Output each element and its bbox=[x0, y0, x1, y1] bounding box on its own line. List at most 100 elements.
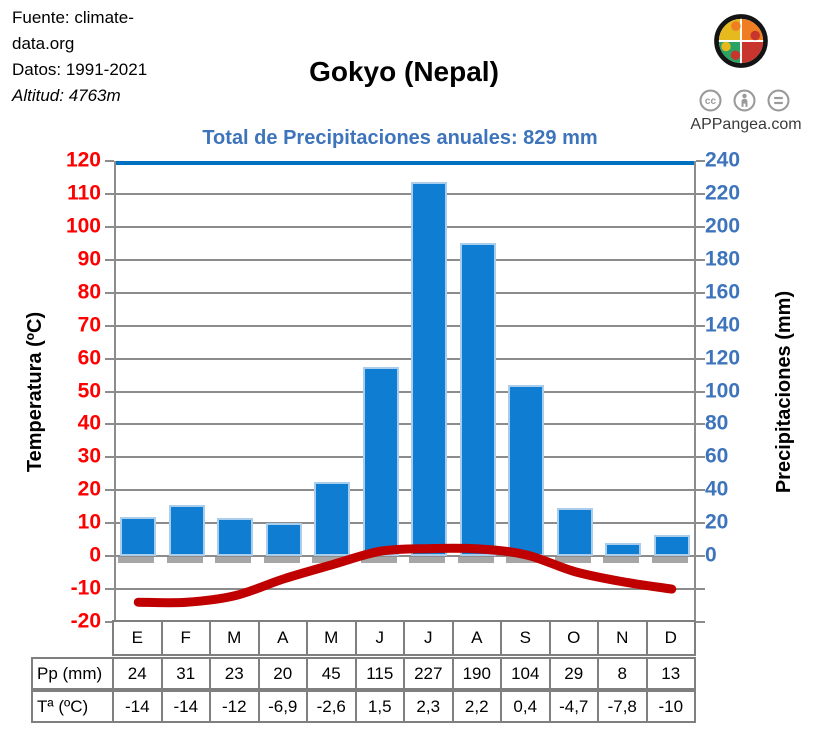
right-tick bbox=[696, 588, 705, 590]
bar-shadow bbox=[506, 557, 543, 564]
gridline bbox=[114, 358, 696, 360]
bar-shadow bbox=[651, 557, 688, 564]
right-tick bbox=[696, 456, 705, 458]
left-axis-tick-label: 20 bbox=[77, 477, 101, 501]
month-header-row-cell: J bbox=[356, 622, 403, 654]
precipitation-row-cell: 31 bbox=[162, 659, 209, 688]
table-row-label: Tª (ºC) bbox=[33, 692, 112, 721]
temperature-row-cell: 1,5 bbox=[356, 692, 403, 721]
left-axis-tick-label: 40 bbox=[77, 411, 101, 435]
right-tick bbox=[696, 292, 705, 294]
precipitation-row-cell: 227 bbox=[405, 659, 452, 688]
bar-shadow bbox=[312, 557, 349, 564]
left-tick bbox=[105, 358, 114, 360]
cc-icon: cc bbox=[699, 89, 722, 112]
precipitation-bar bbox=[168, 505, 205, 557]
temperature-line bbox=[133, 543, 677, 608]
month-header-row-cell: D bbox=[647, 622, 694, 654]
precipitation-bar bbox=[265, 523, 302, 557]
right-axis-title: Precipitaciones (mm) bbox=[773, 290, 795, 494]
right-tick bbox=[696, 621, 705, 623]
temperature-row-cell: -6,9 bbox=[259, 692, 306, 721]
temperature-row-cell: -12 bbox=[211, 692, 258, 721]
plot-area bbox=[114, 161, 696, 622]
left-tick bbox=[105, 489, 114, 491]
precipitation-bar bbox=[314, 482, 351, 557]
month-header-row-cell: F bbox=[162, 622, 209, 654]
temperature-row: Tª (ºC) -14 -14 -12 -6,9 -2,6 1,5 2,3 2,2 0,4 -4,7… bbox=[31, 690, 696, 723]
bar-shadow bbox=[263, 557, 300, 564]
temperature-row-cell: -4,7 bbox=[550, 692, 597, 721]
temperature-row-cell: -7,8 bbox=[599, 692, 646, 721]
month-header-row-cell: M bbox=[211, 622, 258, 654]
bar-shadow bbox=[554, 557, 591, 564]
precipitation-bar bbox=[556, 508, 593, 557]
left-tick bbox=[105, 259, 114, 261]
source-line-1: Fuente: climate- bbox=[12, 8, 134, 27]
right-axis-tick-label: 20 bbox=[705, 510, 729, 534]
left-axis-tick-label: -10 bbox=[70, 576, 101, 600]
right-axis-tick-label: 80 bbox=[705, 411, 729, 435]
precipitation-row-cell: 29 bbox=[550, 659, 597, 688]
precipitation-bar bbox=[362, 366, 399, 557]
precipitation-bar bbox=[459, 243, 496, 557]
gridline bbox=[114, 193, 696, 195]
attribution-icon bbox=[733, 89, 756, 112]
precipitation-bar bbox=[653, 534, 690, 557]
precipitation-row-cell: 13 bbox=[647, 659, 694, 688]
license-icons: cc bbox=[699, 89, 790, 112]
gridline bbox=[114, 423, 696, 425]
right-tick bbox=[696, 259, 705, 261]
gridline bbox=[114, 456, 696, 458]
right-axis-tick-label: 100 bbox=[705, 379, 741, 403]
plot-top-border bbox=[114, 161, 696, 165]
gridline bbox=[114, 555, 696, 557]
right-axis-tick-label: 0 bbox=[705, 543, 717, 567]
left-axis-tick-label: 100 bbox=[65, 214, 101, 238]
precipitation-row-cell: 190 bbox=[453, 659, 500, 688]
temperature-row-cell: 2,3 bbox=[405, 692, 452, 721]
right-axis-tick-label: 200 bbox=[705, 214, 741, 238]
month-header-row-cell: J bbox=[405, 622, 452, 654]
precipitation-bar bbox=[605, 542, 642, 557]
month-header-row-cell: A bbox=[259, 622, 306, 654]
chart-subtitle: Total de Precipitaciones anuales: 829 mm bbox=[202, 127, 598, 149]
gridline bbox=[114, 226, 696, 228]
right-tick bbox=[696, 358, 705, 360]
gridline bbox=[114, 292, 696, 294]
temperature-row-cell: 0,4 bbox=[502, 692, 549, 721]
temperature-row-cell: -14 bbox=[162, 692, 209, 721]
left-tick bbox=[105, 621, 114, 623]
month-header-row-cell: N bbox=[599, 622, 646, 654]
precipitation-row-cell: 8 bbox=[599, 659, 646, 688]
left-axis-tick-label: 110 bbox=[67, 181, 101, 205]
left-tick bbox=[105, 325, 114, 327]
right-tick bbox=[696, 423, 705, 425]
right-axis-tick-label: 120 bbox=[705, 346, 741, 370]
left-axis-tick-label: 30 bbox=[77, 444, 101, 468]
temperature-row-cell: -10 bbox=[647, 692, 694, 721]
precipitation-bar bbox=[411, 182, 448, 557]
precipitation-row-cell: 45 bbox=[308, 659, 355, 688]
bar-shadow bbox=[215, 557, 252, 564]
precipitation-bar bbox=[217, 518, 254, 557]
left-tick bbox=[105, 391, 114, 393]
temperature-row-cell: 2,2 bbox=[453, 692, 500, 721]
precipitation-row-cell: 104 bbox=[502, 659, 549, 688]
precipitation-bar bbox=[120, 516, 157, 557]
precipitation-row-cell: 23 bbox=[211, 659, 258, 688]
left-axis-tick-label: 10 bbox=[77, 510, 101, 534]
bar-shadow bbox=[409, 557, 446, 564]
left-axis-tick-label: 90 bbox=[77, 247, 101, 271]
gridline bbox=[114, 259, 696, 261]
right-axis-tick-label: 160 bbox=[705, 280, 741, 304]
data-range: Datos: 1991-2021 bbox=[12, 60, 148, 79]
left-tick bbox=[105, 226, 114, 228]
left-tick bbox=[105, 193, 114, 195]
gridline bbox=[114, 588, 696, 590]
right-tick bbox=[696, 522, 705, 524]
month-header-row-cell: O bbox=[550, 622, 597, 654]
precipitation-row-cell: 24 bbox=[114, 659, 161, 688]
bar-shadow bbox=[360, 557, 397, 564]
